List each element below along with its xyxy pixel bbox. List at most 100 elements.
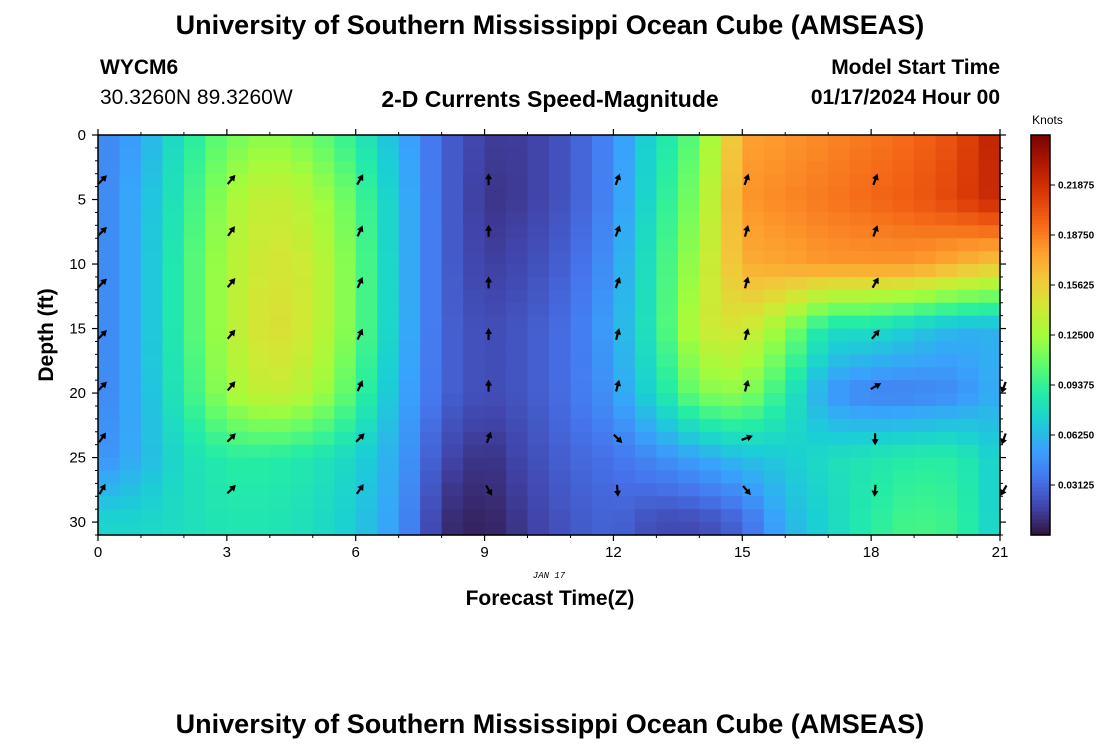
heatmap-cell: [613, 405, 636, 420]
colorbar-segment: [1031, 503, 1050, 508]
heatmap-cell: [119, 160, 142, 175]
heatmap-cell: [226, 496, 249, 510]
heatmap-cell: [720, 251, 743, 265]
colorbar-segment: [1031, 187, 1050, 192]
heatmap-cell: [398, 496, 421, 510]
heatmap-cell: [742, 509, 765, 523]
heatmap-cell: [570, 238, 593, 252]
heatmap-cell: [420, 470, 443, 484]
heatmap-cell: [377, 354, 400, 368]
heatmap-cell: [957, 199, 980, 214]
heatmap-cell: [699, 354, 722, 368]
heatmap-cell: [420, 251, 443, 265]
heatmap-cell: [527, 302, 550, 317]
heatmap-cell: [549, 470, 572, 484]
colorbar-segment: [1031, 487, 1050, 492]
arrow-head: [100, 381, 107, 389]
heatmap-cell: [119, 238, 142, 252]
heatmap-cell: [549, 522, 572, 536]
heatmap-cell: [398, 431, 421, 446]
heatmap-cell: [849, 418, 872, 433]
heatmap-cell: [248, 509, 271, 523]
heatmap-cell: [527, 135, 550, 149]
heatmap-cell: [269, 276, 292, 291]
heatmap-cell: [248, 367, 271, 381]
current-arrow: [614, 484, 621, 497]
heatmap-cell: [269, 135, 292, 149]
heatmap-cell: [506, 457, 529, 472]
heatmap-cell: [334, 496, 357, 510]
heatmap-cell: [312, 380, 335, 394]
heatmap-cell: [355, 418, 378, 433]
heatmap-cell: [377, 186, 400, 201]
heatmap-cell: [377, 173, 400, 188]
heatmap-cell: [591, 160, 615, 175]
heatmap-cell: [935, 328, 958, 343]
heatmap-cell: [334, 315, 357, 330]
heatmap-cell: [935, 483, 958, 497]
colorbar-segment: [1031, 143, 1050, 148]
heatmap-cell: [398, 147, 421, 162]
heatmap-cell: [377, 522, 400, 536]
heatmap-cell: [527, 418, 550, 433]
x-tick-label: 12: [605, 544, 622, 561]
current-arrow: [614, 173, 622, 186]
heatmap-cell: [119, 393, 142, 407]
heatmap-cell: [98, 393, 121, 407]
x-axis: 0 3 6 9 12 15 18 21 JAN 17 Forecast Time(Z): [94, 129, 1008, 610]
colorbar-tick-label: 0.12500: [1058, 331, 1095, 342]
heatmap-cell: [205, 470, 228, 484]
heatmap-cell: [377, 328, 400, 343]
colorbar-segment: [1031, 283, 1050, 288]
heatmap-cell: [549, 483, 572, 497]
heatmap-cell: [398, 135, 421, 149]
heatmap-cell: [140, 509, 164, 523]
heatmap-cell: [484, 212, 507, 226]
heatmap-cell: [248, 160, 271, 175]
colorbar-segment: [1031, 327, 1050, 332]
heatmap-cell: [892, 444, 915, 459]
heatmap-cell: [935, 199, 958, 214]
heatmap-cell: [248, 418, 271, 433]
heatmap-cell: [484, 509, 507, 523]
heatmap-cell: [334, 509, 357, 523]
heatmap-cell: [484, 405, 507, 420]
arrow-head: [872, 173, 879, 181]
heatmap-cell: [742, 160, 765, 175]
heatmap-cell: [656, 147, 679, 162]
heatmap-cell: [355, 238, 378, 252]
heatmap-cell: [98, 264, 121, 278]
heatmap-cell: [527, 173, 550, 188]
heatmap-cell: [248, 315, 271, 330]
heatmap-cell: [248, 173, 271, 188]
heatmap-cell: [248, 289, 271, 304]
heatmap-cell: [377, 276, 400, 291]
heatmap-cell: [742, 393, 765, 407]
heatmap-cell: [549, 264, 572, 278]
heatmap-cell: [226, 470, 249, 484]
heatmap-cell: [957, 431, 980, 446]
heatmap-cell: [720, 522, 743, 536]
current-arrow: [485, 224, 493, 237]
heatmap-cell: [978, 509, 1001, 523]
heatmap-cell: [506, 367, 529, 381]
heatmap-cell: [763, 135, 786, 149]
heatmap-cell: [849, 173, 872, 188]
colorbar-segment: [1031, 279, 1050, 284]
heatmap-cell: [205, 367, 228, 381]
colorbar-segment: [1031, 299, 1050, 304]
arrow-head: [357, 174, 364, 182]
heatmap-cell: [205, 509, 228, 523]
heatmap-cell: [334, 483, 357, 497]
heatmap-cell: [527, 251, 550, 265]
colorbar-segment: [1031, 331, 1050, 336]
heatmap-cell: [613, 251, 636, 265]
heatmap-cell: [978, 212, 1001, 226]
heatmap-cell: [291, 135, 314, 149]
heatmap-cell: [506, 444, 529, 459]
heatmap-cell: [828, 470, 851, 484]
heatmap-cell: [892, 302, 915, 317]
heatmap-cell: [183, 289, 206, 304]
heatmap-cell: [785, 509, 808, 523]
heatmap-cell: [957, 225, 980, 239]
